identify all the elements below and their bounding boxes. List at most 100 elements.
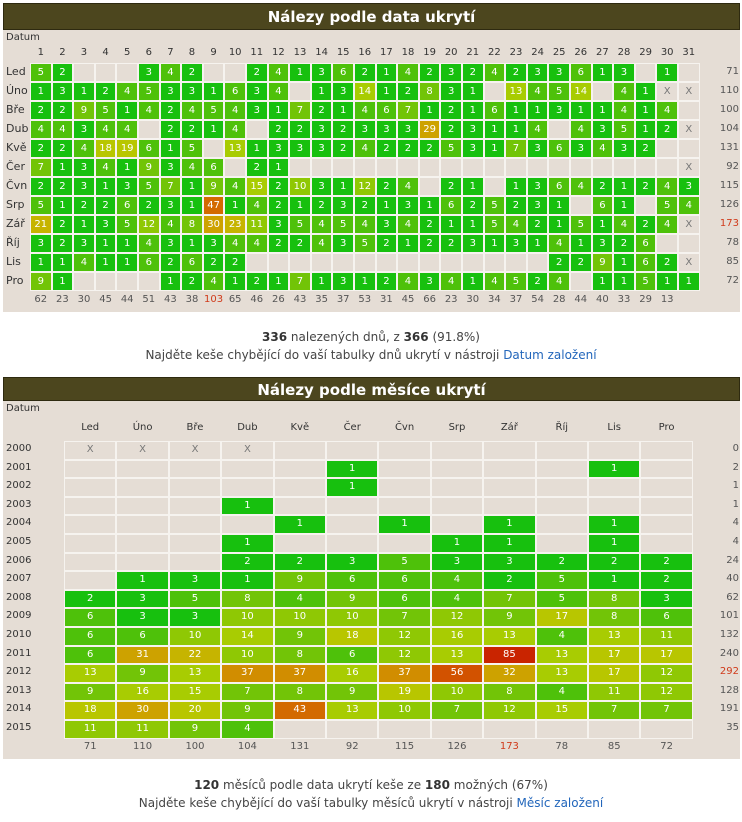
column-total: 40 bbox=[596, 294, 609, 305]
heat-cell: 4 bbox=[246, 234, 268, 253]
column-total: 28 bbox=[552, 294, 566, 305]
heat-cell: 1 bbox=[221, 534, 274, 553]
empty-cell bbox=[591, 82, 614, 101]
heat-cell: 2 bbox=[640, 571, 693, 590]
heat-cell: 6 bbox=[138, 253, 160, 272]
heat-cell: 11 bbox=[588, 682, 641, 702]
heat-cell: 8 bbox=[418, 82, 441, 101]
row-total: 1 bbox=[732, 498, 739, 510]
empty-cell bbox=[430, 441, 484, 460]
days-summary-text: nalezených dnů, z bbox=[287, 330, 404, 344]
heat-cell: 9 bbox=[64, 682, 117, 702]
heat-cell: 2 bbox=[354, 196, 376, 215]
heat-cell: 3 bbox=[462, 234, 484, 253]
empty-cell bbox=[634, 63, 657, 82]
heat-cell: 3 bbox=[73, 177, 95, 196]
heat-cell: 2 bbox=[30, 177, 52, 196]
heat-cell: 6 bbox=[326, 571, 379, 590]
empty-cell bbox=[116, 63, 138, 82]
heat-cell: 2 bbox=[51, 101, 74, 120]
row-label: Kvě bbox=[6, 141, 27, 154]
column-header: 12 bbox=[272, 47, 285, 58]
heat-cell: 1 bbox=[613, 272, 635, 291]
heat-cell: 14 bbox=[570, 82, 592, 101]
heat-cell: 19 bbox=[378, 682, 431, 702]
heat-cell: 2 bbox=[613, 234, 635, 253]
heat-cell: 4 bbox=[224, 101, 246, 120]
column-header: 20 bbox=[444, 47, 458, 58]
heat-cell: 2 bbox=[440, 120, 462, 139]
heat-cell: 1 bbox=[588, 571, 641, 590]
heat-cell: 5 bbox=[116, 215, 138, 234]
heat-cell: 2 bbox=[440, 101, 462, 120]
empty-cell bbox=[168, 478, 222, 497]
months-found-count: 120 bbox=[194, 778, 220, 792]
empty-cell bbox=[535, 459, 588, 479]
empty-cell bbox=[505, 253, 527, 272]
heat-cell: 16 bbox=[326, 664, 379, 683]
heat-cell: 9 bbox=[591, 253, 614, 272]
column-header: 25 bbox=[552, 47, 566, 58]
heat-cell: 1 bbox=[289, 63, 311, 82]
heat-cell: 12 bbox=[640, 682, 693, 702]
heat-cell: 9 bbox=[483, 608, 536, 627]
heat-cell: 7 bbox=[588, 701, 641, 720]
row-total: 126 bbox=[719, 199, 739, 210]
row-total: 110 bbox=[719, 85, 739, 96]
heat-cell: 3 bbox=[159, 82, 182, 101]
heat-cell: 10 bbox=[273, 608, 326, 627]
column-total: 103 bbox=[204, 294, 224, 305]
empty-cell bbox=[116, 478, 169, 497]
column-header: 10 bbox=[228, 47, 242, 58]
heat-cell: 4 bbox=[116, 120, 138, 139]
heat-cell: 3 bbox=[159, 158, 182, 177]
column-header: Bře bbox=[186, 422, 204, 433]
heat-cell: 2 bbox=[73, 196, 95, 215]
heat-cell: 2 bbox=[267, 196, 290, 215]
row-total: 100 bbox=[719, 104, 739, 115]
row-total: 85 bbox=[726, 256, 739, 267]
empty-cell bbox=[378, 720, 431, 739]
heat-cell: 2 bbox=[354, 63, 376, 82]
column-total: 44 bbox=[120, 294, 134, 305]
heat-cell: 4 bbox=[73, 139, 95, 158]
column-header: Čer bbox=[343, 422, 361, 433]
heat-cell: 8 bbox=[483, 682, 536, 702]
heat-cell: 9 bbox=[273, 627, 326, 646]
heat-cell: 8 bbox=[273, 682, 326, 702]
row-total: 0 bbox=[732, 443, 739, 454]
heat-cell: 1 bbox=[94, 234, 117, 253]
empty-cell bbox=[64, 496, 117, 516]
column-header: Srp bbox=[448, 422, 466, 433]
heat-cell: 2 bbox=[51, 177, 74, 196]
heat-cell: 1 bbox=[326, 478, 379, 497]
empty-cell bbox=[116, 515, 169, 534]
heat-cell: 4 bbox=[397, 272, 419, 291]
heat-cell: 5 bbox=[656, 196, 678, 215]
empty-cell bbox=[588, 441, 641, 460]
empty-cell bbox=[273, 459, 326, 479]
heat-cell: 1 bbox=[634, 82, 657, 101]
empty-cell bbox=[640, 478, 693, 497]
column-total: 131 bbox=[290, 740, 310, 752]
heat-cell: 8 bbox=[181, 215, 203, 234]
column-total: 38 bbox=[185, 294, 199, 305]
heat-cell: 3 bbox=[168, 571, 222, 590]
heat-cell: 3 bbox=[483, 552, 536, 572]
empty-cell bbox=[289, 158, 311, 177]
empty-cell bbox=[354, 253, 376, 272]
row-total: 101 bbox=[719, 610, 739, 622]
heat-cell: 18 bbox=[64, 701, 117, 720]
datum-zalozeni-link[interactable]: Datum založení bbox=[503, 348, 597, 362]
heat-cell: 1 bbox=[202, 120, 225, 139]
heat-cell: 2 bbox=[202, 253, 225, 272]
heat-cell: 1 bbox=[221, 496, 274, 516]
heat-cell: 8 bbox=[221, 589, 274, 609]
heat-cell: 1 bbox=[267, 158, 290, 177]
heat-cell: 3 bbox=[354, 120, 376, 139]
heat-cell: 1 bbox=[483, 234, 506, 253]
empty-cell bbox=[613, 158, 635, 177]
heat-cell: 3 bbox=[202, 234, 225, 253]
heat-cell: 2 bbox=[246, 272, 268, 291]
mesic-zalozeni-link[interactable]: Měsíc založení bbox=[516, 796, 604, 810]
